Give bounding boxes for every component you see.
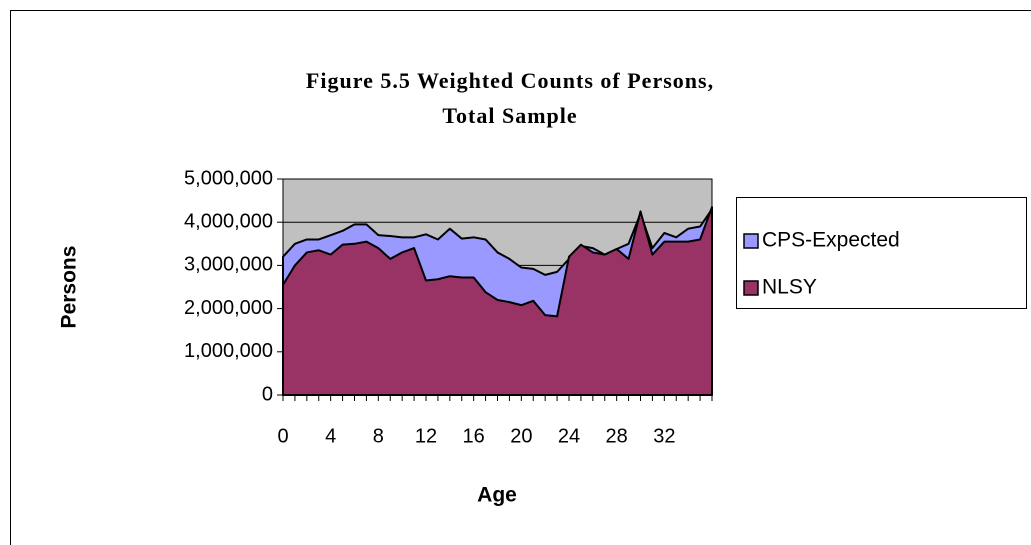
x-tick-label: 12 [415,425,437,447]
x-tick-label: 28 [606,425,628,447]
x-tick-label: 32 [653,425,675,447]
x-tick-label: 0 [277,425,288,447]
y-tick-label: 4,000,000 [184,210,273,232]
x-tick-label: 8 [373,425,384,447]
legend-label: CPS-Expected [762,229,900,252]
legend-swatch [743,280,759,296]
y-tick-label: 0 [262,383,273,405]
x-tick-label: 4 [325,425,336,447]
y-tick-label: 2,000,000 [184,297,273,319]
y-tick-label: 3,000,000 [184,254,273,276]
y-axis-label: Persons [58,246,81,329]
x-tick-label: 20 [510,425,532,447]
area [282,206,713,396]
y-tick-label: 5,000,000 [184,167,273,189]
x-tick-label: 16 [463,425,485,447]
legend-label: NLSY [762,276,817,299]
legend [736,197,1027,309]
x-axis-label: Age [477,484,517,507]
x-tick-label: 24 [558,425,580,447]
legend-swatch [743,233,759,249]
y-tick-label: 1,000,000 [184,340,273,362]
chart-subtitle: Total Sample [442,103,577,128]
chart-title: Figure 5.5 Weighted Counts of Persons, [306,68,714,93]
